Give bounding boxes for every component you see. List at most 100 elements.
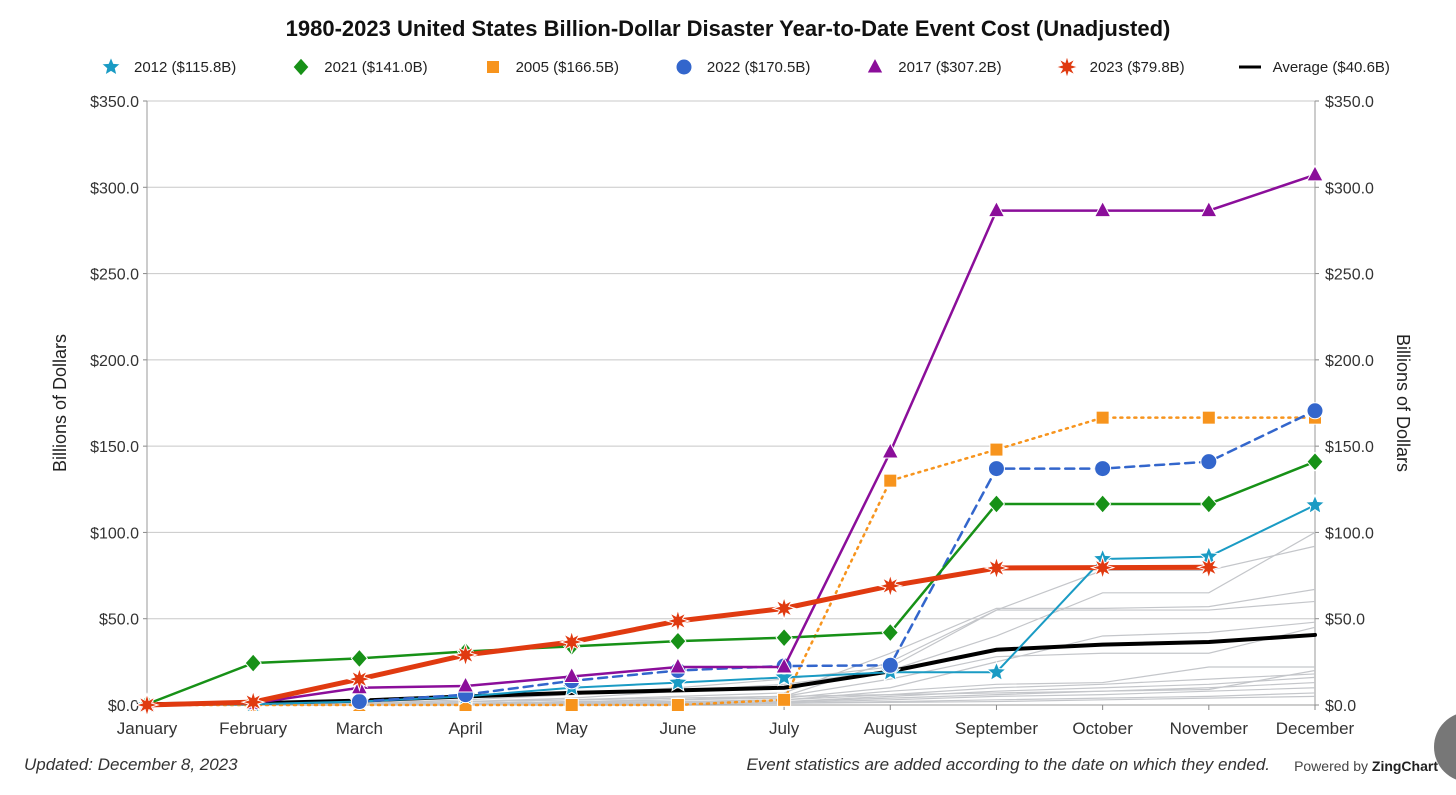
data-point[interactable] [881,441,900,459]
data-point[interactable] [564,698,579,712]
data-point[interactable] [350,693,368,711]
legend-item[interactable]: 2012 ($115.8B) [100,57,236,77]
x-tick-label: October [1072,719,1133,738]
legend-item[interactable]: 2021 ($141.0B) [290,57,428,77]
data-point[interactable] [456,675,475,693]
legend-marker [485,60,500,74]
legend-label: 2017 ($307.2B) [898,58,1002,76]
y-tick-label-left: $150.0 [90,439,139,456]
data-point[interactable] [1200,453,1218,471]
data-point[interactable] [134,692,160,718]
x-tick-label: September [955,719,1038,738]
data-point[interactable] [883,473,898,488]
data-point[interactable] [773,666,795,687]
data-point[interactable] [1306,402,1324,420]
data-point[interactable] [881,656,899,674]
series-2023 [134,554,1222,718]
y-tick-label-right: $50.0 [1325,612,1365,629]
powered-by-link[interactable]: Powered by ZingChart [1294,758,1438,774]
data-point[interactable] [346,666,373,692]
data-point[interactable] [1093,200,1112,218]
series-2021 [138,451,1324,714]
data-point[interactable] [775,627,793,648]
legend-label: 2012 ($115.8B) [134,58,237,76]
series-2022 [350,402,1324,711]
data-point[interactable] [1199,200,1218,218]
brand-name: ZingChart [1371,758,1438,774]
data-point[interactable] [558,629,585,655]
triangle-icon [866,57,885,74]
y-tick-label-right: $250.0 [1325,267,1374,284]
data-point[interactable] [665,608,691,634]
data-point[interactable] [877,573,904,599]
data-point[interactable] [670,698,685,712]
data-point[interactable] [1306,451,1324,472]
legend-item[interactable]: Average ($40.6B) [1238,57,1390,77]
data-point[interactable] [667,671,689,692]
data-point[interactable] [771,595,797,622]
y-tick-label-right: $200.0 [1325,353,1374,370]
data-point[interactable] [1201,410,1216,425]
data-point[interactable] [1304,493,1326,515]
data-point[interactable] [1095,410,1110,425]
x-tick-label: May [556,719,589,738]
powered-prefix: Powered by [1294,758,1368,774]
y-tick-label-left: $50.0 [99,612,139,629]
data-point[interactable] [1200,494,1218,514]
y-tick-label-right: $150.0 [1325,439,1374,456]
y-tick-label-left: $300.0 [90,180,139,197]
data-point[interactable] [987,460,1005,478]
y-tick-label-right: $100.0 [1325,525,1374,542]
data-point[interactable] [985,660,1008,682]
data-point[interactable] [1306,164,1324,182]
data-point[interactable] [452,642,479,668]
series-line [146,504,1316,706]
legend-item[interactable]: 2017 ($307.2B) [864,57,1002,77]
data-point[interactable] [350,648,369,669]
updated-text: Updated: December 8, 2023 [24,755,238,774]
series-line [145,460,1317,706]
y-tick-label-right: $0.0 [1325,698,1356,715]
data-point[interactable] [669,631,687,651]
x-tick-label: February [219,719,288,738]
x-tick-label: January [117,719,178,738]
data-point[interactable] [881,622,899,643]
data-point[interactable] [244,653,262,673]
data-point[interactable] [669,656,687,674]
floating-action-button[interactable] [1434,712,1456,782]
legend-label: Average ($40.6B) [1272,58,1390,76]
burst-icon [1055,57,1078,77]
legend-marker [866,57,885,74]
series-2012 [136,493,1326,715]
data-point[interactable] [987,200,1006,218]
data-point[interactable] [1093,494,1112,514]
data-point[interactable] [562,666,581,684]
y-axis-title-right: Billions of Dollars [1393,334,1413,472]
legend: 2012 ($115.8B) 2021 ($141.0B) 2005 ($166.5… [100,57,1390,77]
data-point[interactable] [983,555,1010,581]
data-point[interactable] [775,656,793,674]
data-point[interactable] [1196,554,1222,581]
x-tick-label: April [449,719,483,738]
legend-item[interactable]: 2023 ($79.8B) [1055,57,1185,77]
data-point[interactable] [240,689,266,715]
background-year-line [146,669,1316,706]
data-point[interactable] [989,442,1004,457]
square-icon [485,60,500,74]
data-point[interactable] [1089,554,1116,581]
x-tick-label: March [336,719,383,738]
data-point[interactable] [777,692,792,707]
y-tick-label-left: $200.0 [90,353,139,370]
legend-item[interactable]: 2005 ($166.5B) [482,57,619,77]
data-point[interactable] [1094,460,1112,478]
legend-label: 2021 ($141.0B) [324,58,428,76]
star-icon [100,57,122,77]
data-point[interactable] [987,494,1006,514]
background-year-line [146,545,1316,706]
legend-label: 2005 ($166.5B) [515,58,619,76]
legend-item[interactable]: 2022 ($170.5B) [673,57,810,77]
y-tick-label-left: $100.0 [90,525,139,542]
x-tick-label: July [769,719,800,738]
y-axis-title-left: Billions of Dollars [50,334,70,472]
